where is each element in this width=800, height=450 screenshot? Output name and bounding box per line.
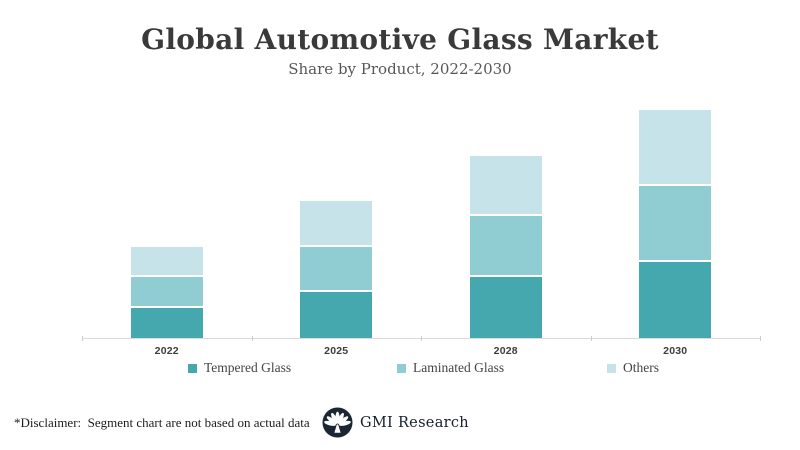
plot-area <box>82 95 760 338</box>
gmi-research-logo: GMI Research <box>322 407 469 438</box>
legend-swatch-icon <box>397 363 406 373</box>
bar-segment-tempered-glass <box>300 292 373 338</box>
legend-item-others: Others <box>607 360 659 376</box>
bar-2030 <box>639 110 712 338</box>
chart-title: Global Automotive Glass Market <box>141 23 659 56</box>
legend-label: Others <box>623 360 659 375</box>
legend-item-laminated-glass: Laminated Glass <box>397 360 504 376</box>
bar-segment-others <box>469 155 542 217</box>
axis-tick <box>82 336 83 341</box>
bar-segment-laminated-glass <box>639 186 712 262</box>
bar-2028 <box>469 155 542 338</box>
bar-segment-laminated-glass <box>300 246 373 293</box>
bar-2025 <box>300 201 373 338</box>
axis-tick <box>421 336 422 341</box>
bar-segment-tempered-glass <box>469 277 542 338</box>
x-axis-label-2022: 2022 <box>154 345 179 357</box>
bar-segment-others <box>300 201 373 247</box>
axis-tick <box>251 336 253 341</box>
bar-segment-laminated-glass <box>469 216 542 278</box>
palmette-fan-icon <box>322 407 353 438</box>
logo-text: GMI Research <box>360 414 469 431</box>
axis-tick <box>590 336 592 341</box>
axis-tick <box>760 336 761 341</box>
legend-swatch-icon <box>188 363 197 373</box>
chart-subtitle: Share by Product, 2022-2030 <box>288 60 512 78</box>
chart-legend: Tempered Glass Laminated Glass Others <box>0 360 800 378</box>
bar-segment-others <box>639 110 712 186</box>
bar-segment-laminated-glass <box>130 277 203 308</box>
disclaimer-text: *Disclaimer: Segment chart are not based… <box>14 415 310 430</box>
x-axis-label-2028: 2028 <box>493 345 518 357</box>
bar-segment-tempered-glass <box>130 307 203 338</box>
legend-swatch-icon <box>607 363 616 373</box>
x-axis-label-2025: 2025 <box>324 345 349 357</box>
legend-label: Tempered Glass <box>204 360 292 375</box>
bar-segment-tempered-glass <box>639 262 712 338</box>
x-axis-labels: 2022 2025 2028 2030 <box>82 345 760 359</box>
legend-label: Laminated Glass <box>413 360 505 375</box>
x-axis-label-2030: 2030 <box>663 345 688 357</box>
bar-2022 <box>130 246 203 338</box>
legend-item-tempered-glass: Tempered Glass <box>188 360 291 376</box>
bar-segment-others <box>130 246 203 278</box>
